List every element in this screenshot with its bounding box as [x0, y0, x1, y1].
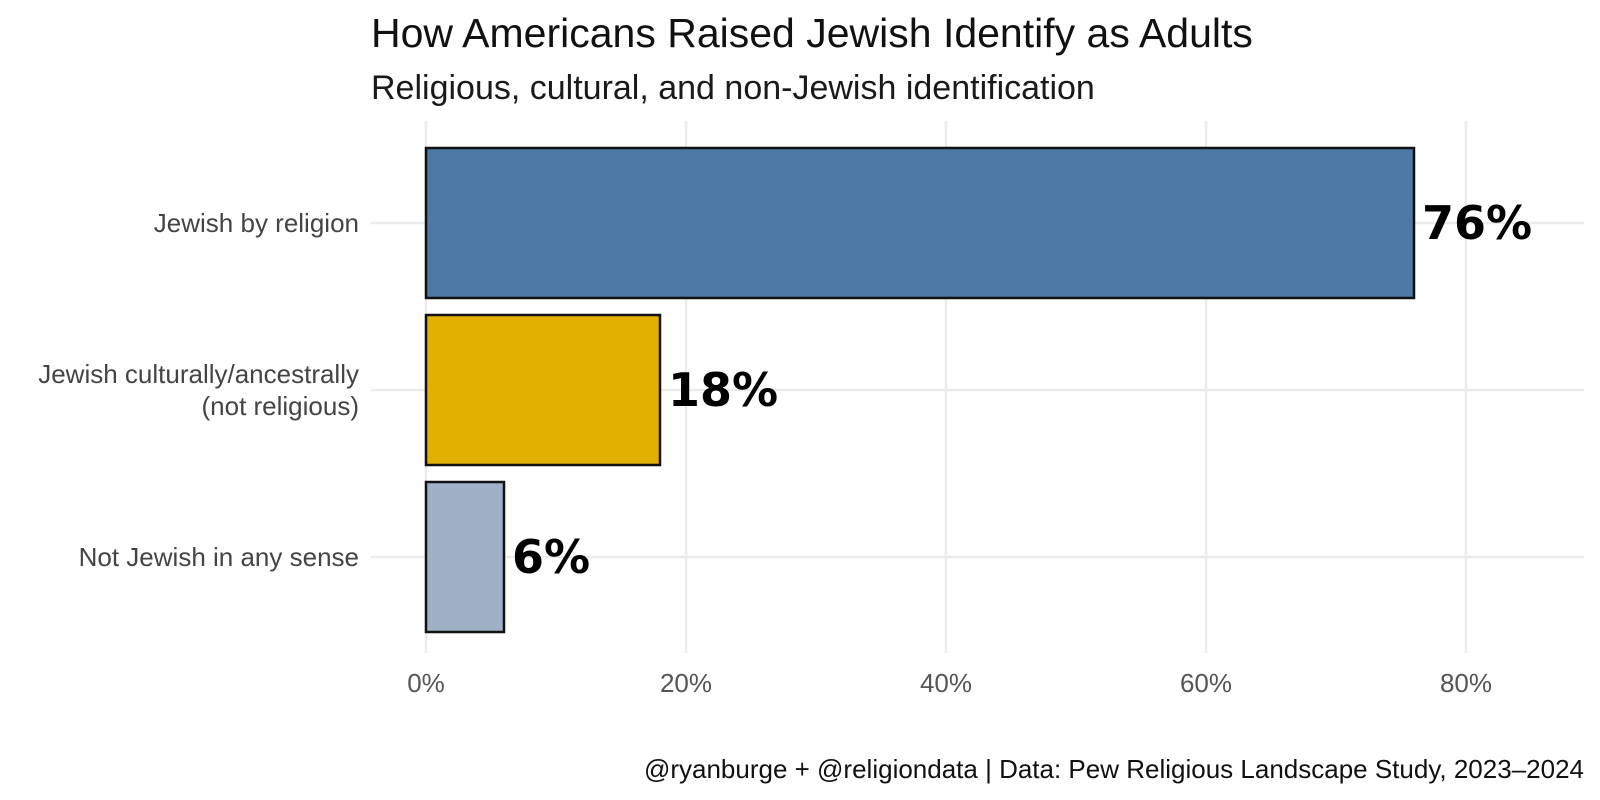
bar [424, 313, 662, 467]
y-tick-label: Jewish culturally/ancestrally [38, 359, 359, 389]
label-layer: 76% 18% 6% [512, 196, 1532, 584]
bar [424, 480, 506, 634]
axis-layer: Jewish by religion Jewish culturally/ance… [38, 208, 1492, 698]
data-label: 76% [1422, 196, 1532, 250]
data-label: 18% [668, 363, 778, 417]
chart-caption: @ryanburge + @religiondata | Data: Pew R… [644, 754, 1584, 784]
x-tick-label: 0% [407, 668, 445, 698]
bar [424, 146, 1416, 300]
y-tick-label: Jewish by religion [154, 208, 359, 238]
y-tick-label: (not religious) [201, 391, 359, 421]
chart-title: How Americans Raised Jewish Identify as … [371, 10, 1253, 56]
x-tick-label: 40% [920, 668, 972, 698]
x-tick-label: 60% [1180, 668, 1232, 698]
x-tick-label: 80% [1440, 668, 1492, 698]
x-tick-label: 20% [660, 668, 712, 698]
bar-layer [424, 146, 1416, 634]
data-label: 6% [512, 530, 590, 584]
chart-subtitle: Religious, cultural, and non-Jewish iden… [371, 69, 1095, 107]
y-tick-label: Not Jewish in any sense [79, 542, 359, 572]
